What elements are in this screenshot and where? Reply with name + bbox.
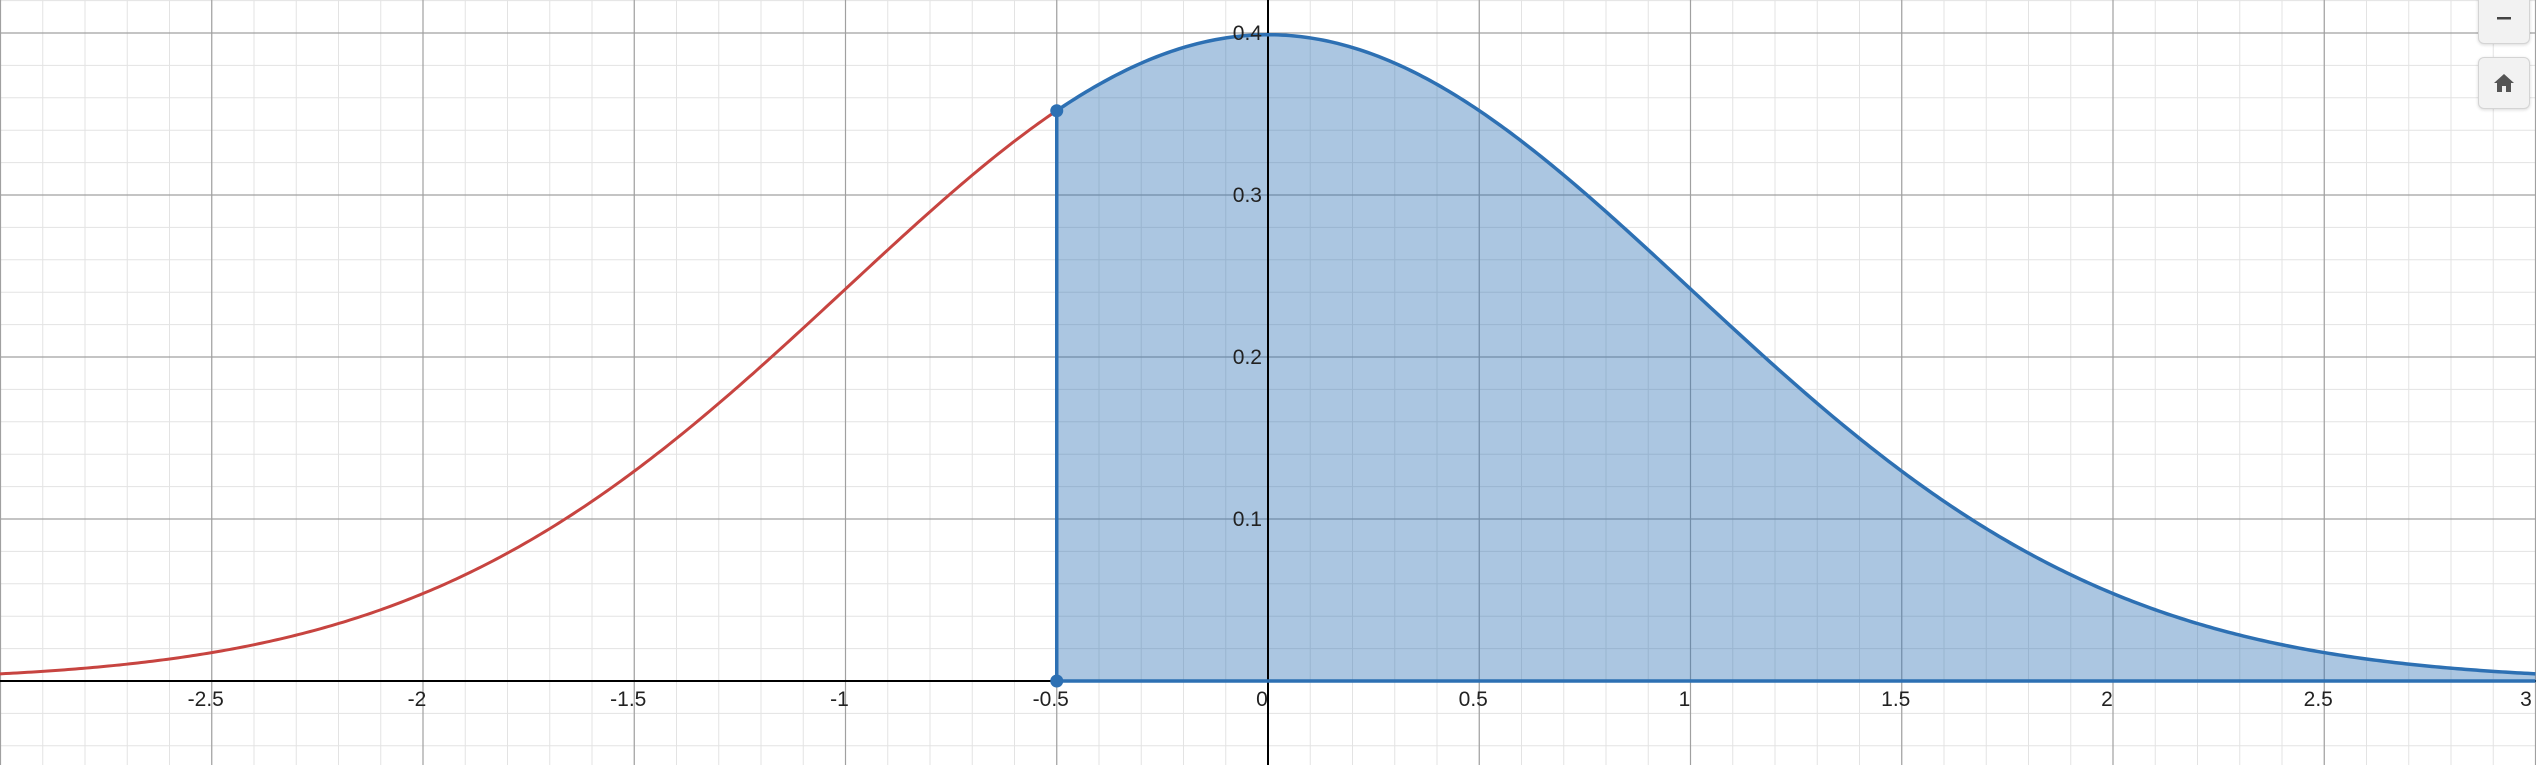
point-marker — [1050, 104, 1064, 118]
x-tick-label: 3 — [2520, 688, 2532, 711]
y-tick-label: 0.1 — [1233, 508, 1262, 531]
x-tick-label: 0 — [1256, 688, 1268, 711]
x-tick-label: 0.5 — [1459, 688, 1488, 711]
x-tick-label: -2 — [408, 688, 427, 711]
home-button[interactable] — [2478, 57, 2530, 109]
y-tick-label: 0.2 — [1233, 346, 1262, 369]
x-tick-label: 1 — [1679, 688, 1691, 711]
x-tick-label: -2.5 — [188, 688, 224, 711]
zoom-out-button[interactable] — [2478, 0, 2530, 44]
home-icon — [2494, 74, 2514, 92]
y-tick-label: 0.4 — [1233, 22, 1263, 45]
x-tick-label: 2.5 — [2304, 688, 2333, 711]
x-tick-label: 1.5 — [1881, 688, 1910, 711]
x-tick-label: -1.5 — [610, 688, 646, 711]
y-tick-label: 0.3 — [1233, 184, 1262, 207]
tick-labels: -2.5 -2 -1.5 -1 -0.5 0 0.5 1 1.5 2 2.5 3 0.1 0.2 0.3 0.… — [188, 22, 2532, 711]
points — [1050, 104, 1064, 688]
shaded-area — [1056, 34, 2536, 681]
density-curve-shaded-boundary — [1055, 32, 2536, 683]
minus-icon — [2497, 17, 2511, 20]
density-curve-left — [0, 109, 1058, 676]
x-tick-label: -0.5 — [1033, 688, 1069, 711]
point-marker — [1050, 674, 1064, 688]
x-tick-label: -1 — [830, 688, 849, 711]
x-tick-label: 2 — [2101, 688, 2113, 711]
